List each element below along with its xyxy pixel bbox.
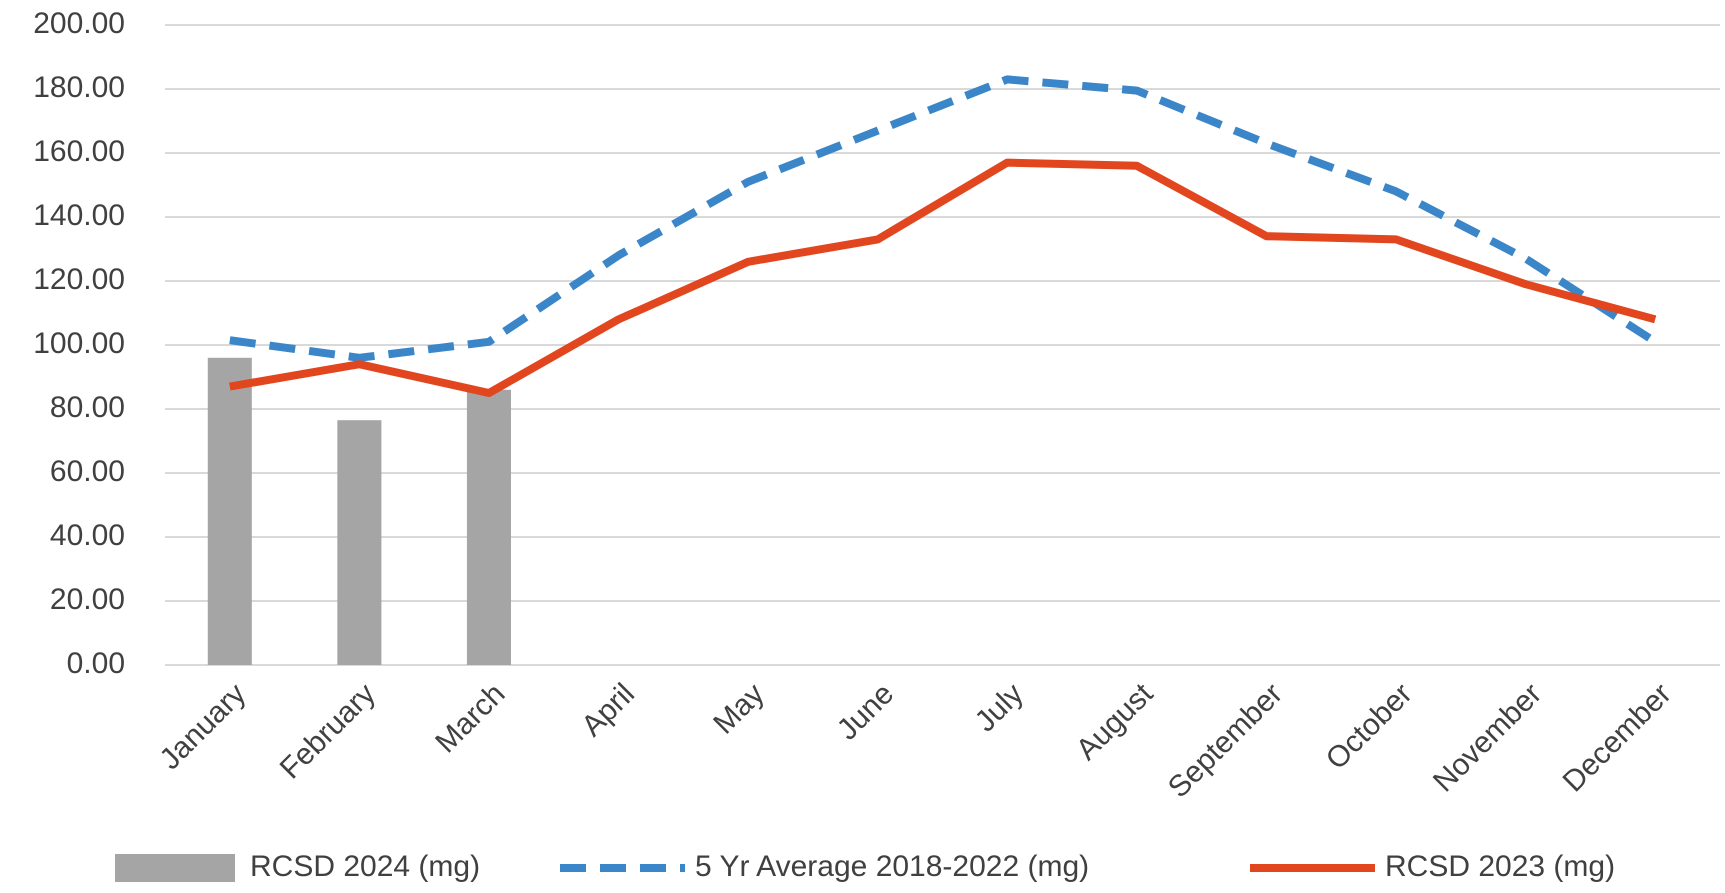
x-tick-label: May: [707, 677, 770, 740]
legend-label: RCSD 2023 (mg): [1385, 850, 1615, 883]
y-tick-label: 200.00: [33, 7, 125, 40]
y-tick-label: 140.00: [33, 199, 125, 232]
bar: [466, 389, 511, 665]
x-tick-label: November: [1427, 677, 1548, 798]
y-tick-label: 60.00: [50, 455, 125, 488]
y-tick-label: 180.00: [33, 71, 125, 104]
y-tick-label: 80.00: [50, 391, 125, 424]
y-tick-label: 160.00: [33, 135, 125, 168]
y-tick-label: 20.00: [50, 583, 125, 616]
x-tick-label: March: [429, 677, 511, 759]
bar: [207, 357, 252, 665]
x-tick-label: September: [1162, 677, 1289, 804]
x-tick-label: October: [1320, 677, 1419, 776]
y-tick-label: 120.00: [33, 263, 125, 296]
bar: [337, 420, 382, 665]
x-tick-label: June: [831, 677, 900, 746]
legend-swatch: [115, 854, 235, 882]
y-tick-label: 100.00: [33, 327, 125, 360]
y-tick-label: 40.00: [50, 519, 125, 552]
line: [229, 158, 1657, 397]
y-tick-label: 0.00: [67, 647, 125, 680]
x-tick-label: February: [274, 677, 382, 785]
x-tick-label: April: [575, 677, 641, 743]
legend-label: RCSD 2024 (mg): [250, 850, 480, 883]
x-tick-label: August: [1070, 677, 1160, 767]
legend-label: 5 Yr Average 2018-2022 (mg): [695, 850, 1089, 883]
x-tick-label: January: [154, 677, 253, 776]
x-tick-label: July: [969, 677, 1030, 738]
line: [229, 75, 1658, 362]
x-tick-label: December: [1557, 677, 1678, 798]
